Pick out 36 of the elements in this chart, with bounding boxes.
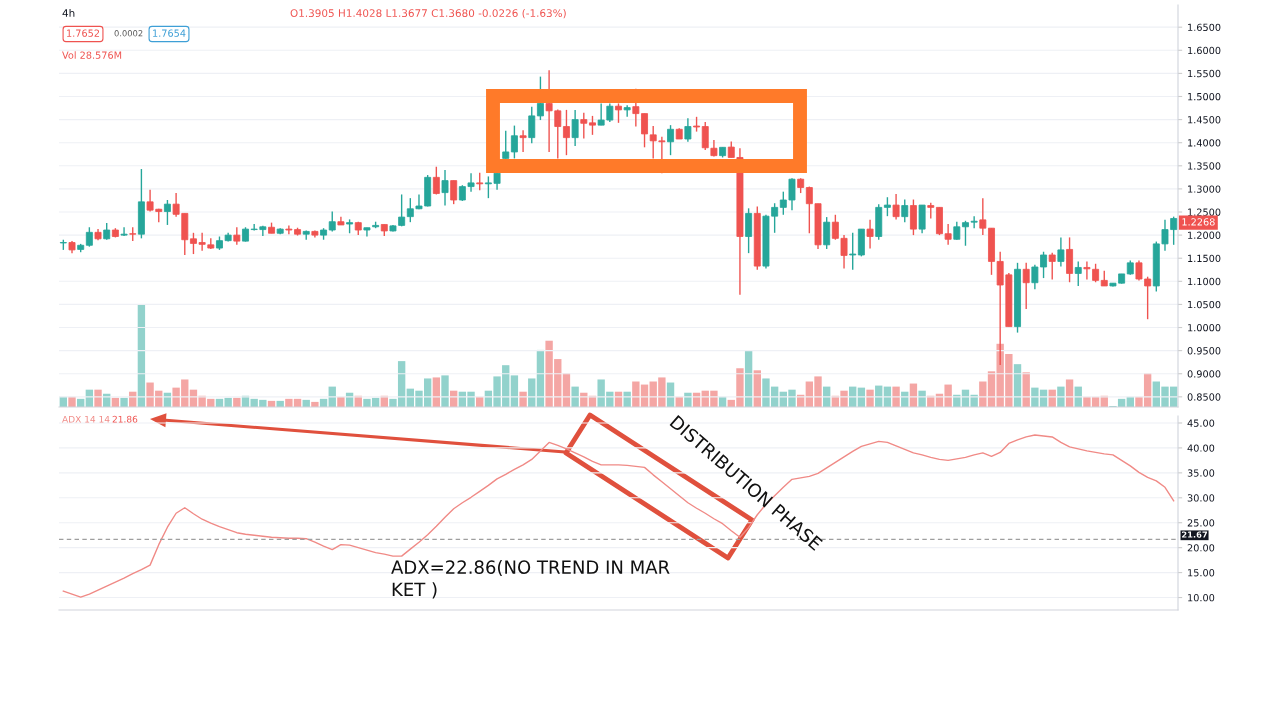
text: ADX 14 14 bbox=[62, 415, 110, 423]
ref-line-label: 21.67 bbox=[1182, 531, 1208, 538]
y-tick-label: 0.9000 bbox=[1187, 370, 1221, 378]
annotation: O1.3905 H1.4028 L1.3677 C1.3680 -0.0226 (-1.63%) bbox=[290, 8, 566, 19]
annotation: 1.7652 bbox=[67, 29, 100, 37]
y-tick-label: 25.00 bbox=[1187, 519, 1215, 527]
y-tick-label: 1.4000 bbox=[1188, 139, 1221, 147]
annotation: 0.0002 bbox=[114, 30, 143, 37]
y-tick-label: 1.3000 bbox=[1188, 185, 1221, 193]
y-tick-label: 1.6500 bbox=[1188, 23, 1221, 32]
y-tick-label: 1.0000 bbox=[1188, 324, 1221, 332]
y-tick-label: 1.6000 bbox=[1188, 46, 1221, 55]
y-tick-label: 1.2500 bbox=[1188, 208, 1221, 216]
chart-title: 4h bbox=[62, 8, 75, 17]
annotation: 1.7654 bbox=[153, 29, 186, 37]
y-tick-label: 45.00 bbox=[1187, 419, 1215, 427]
y-tick-label: 35.00 bbox=[1187, 469, 1215, 477]
y-tick-label: 1.4500 bbox=[1188, 116, 1221, 124]
y-tick-label: 1.5500 bbox=[1188, 69, 1221, 78]
annotation: ADX=22.86(NO TREND IN MAR KET ) bbox=[391, 560, 670, 599]
y-tick-label: 1.1500 bbox=[1188, 254, 1221, 263]
annotation: Vol 28.576M bbox=[62, 51, 122, 59]
y-tick-label: 40.00 bbox=[1187, 444, 1215, 452]
y-tick-label: 30.00 bbox=[1187, 494, 1215, 502]
y-tick-label: 1.2000 bbox=[1188, 231, 1221, 239]
y-tick-label: 0.9500 bbox=[1187, 347, 1221, 355]
annotation: 21.86 bbox=[112, 415, 138, 423]
y-tick-label: 1.3500 bbox=[1188, 162, 1221, 170]
y-tick-label: 1.5000 bbox=[1188, 92, 1221, 101]
y-tick-label: 1.0500 bbox=[1188, 300, 1221, 309]
y-tick-label: 10.00 bbox=[1188, 594, 1215, 602]
y-tick-label: 0.8500 bbox=[1187, 393, 1221, 401]
y-tick-label: 1.1000 bbox=[1188, 277, 1221, 286]
annotation: 1.2268 bbox=[1182, 218, 1215, 226]
y-tick-label: 20.00 bbox=[1187, 544, 1215, 552]
y-tick-label: 15.00 bbox=[1188, 569, 1215, 577]
